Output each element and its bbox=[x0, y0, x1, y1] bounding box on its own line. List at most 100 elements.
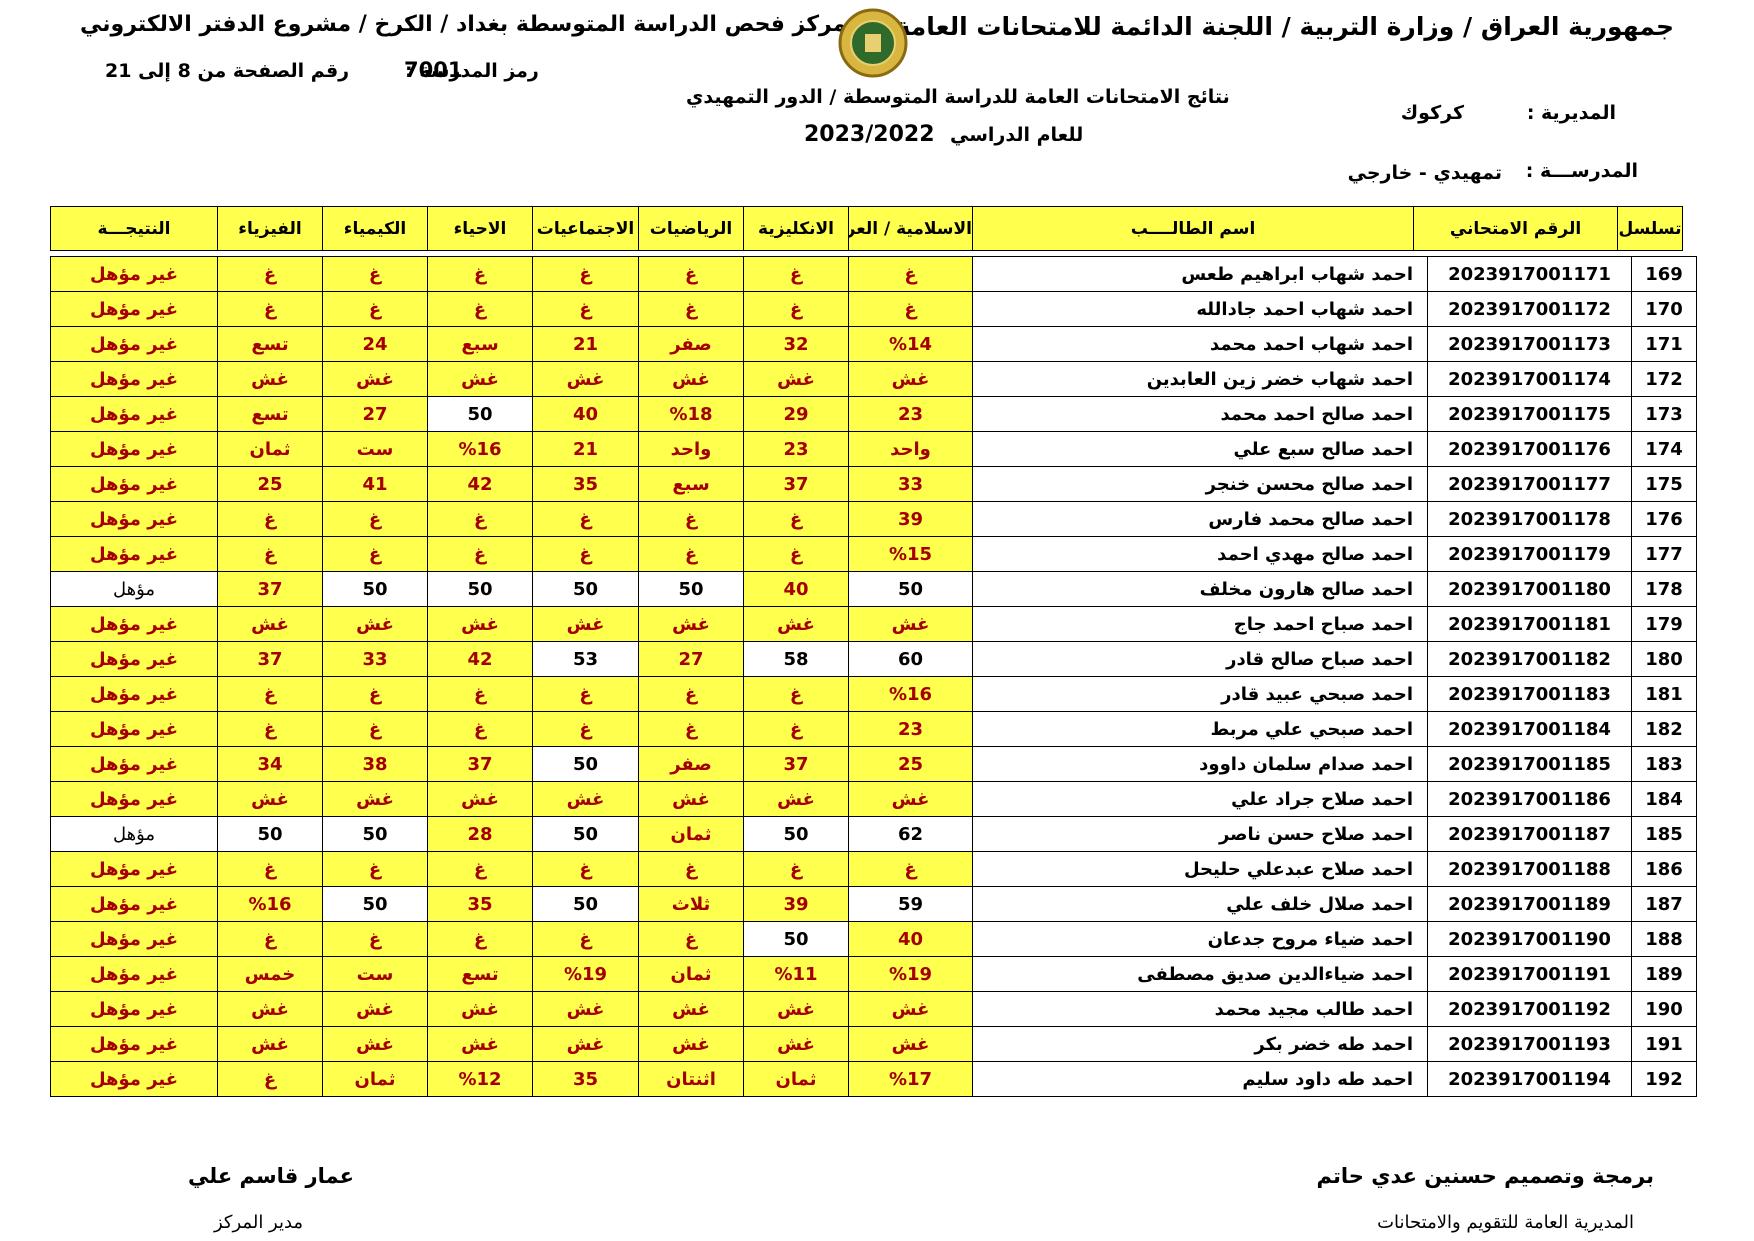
grade: 50 bbox=[638, 571, 744, 607]
year-label: للعام الدراسي bbox=[950, 124, 1084, 146]
grade: غ bbox=[743, 256, 849, 292]
student-name: احمد صباح صالح قادر bbox=[972, 641, 1428, 677]
grade: 50 bbox=[532, 571, 639, 607]
student-name: احمد صلاح عبدعلي حليحل bbox=[972, 851, 1428, 887]
column-header: تسلسل bbox=[1617, 206, 1683, 251]
result: غير مؤهل bbox=[50, 921, 218, 957]
student-name: احمد شهاب ابراهيم طعس bbox=[972, 256, 1428, 292]
grade: %16 bbox=[217, 886, 323, 922]
exam-number: 2023917001181 bbox=[1427, 606, 1632, 642]
page-to: 21 bbox=[105, 60, 132, 82]
student-row: 170 2023917001172 احمد شهاب احمد جادالله غ غ… bbox=[50, 291, 1697, 327]
exam-number: 2023917001179 bbox=[1427, 536, 1632, 572]
student-name: احمد صالح محسن خنجر bbox=[972, 466, 1428, 502]
result: غير مؤهل bbox=[50, 256, 218, 292]
grade: صفر bbox=[638, 746, 744, 782]
grade: غ bbox=[638, 711, 744, 747]
student-row: 169 2023917001171 احمد شهاب ابراهيم طعس غ غ غ… bbox=[50, 256, 1697, 292]
serial: 182 bbox=[1631, 711, 1697, 747]
student-name: احمد صبحي عبيد قادر bbox=[972, 676, 1428, 712]
grade: %15 bbox=[848, 536, 973, 572]
grade: 50 bbox=[217, 816, 323, 852]
student-row: 190 2023917001192 احمد طالب مجيد محمد غش غش غ… bbox=[50, 991, 1697, 1027]
student-row: 187 2023917001189 احمد صلال خلف علي 59 39 ثلا… bbox=[50, 886, 1697, 922]
student-name: احمد صلال خلف علي bbox=[972, 886, 1428, 922]
grade: غ bbox=[532, 291, 639, 327]
grade: غش bbox=[638, 1026, 744, 1062]
grade: 23 bbox=[848, 711, 973, 747]
serial: 191 bbox=[1631, 1026, 1697, 1062]
result: غير مؤهل bbox=[50, 536, 218, 572]
grade: غ bbox=[848, 256, 973, 292]
student-row: 181 2023917001183 احمد صبحي عبيد قادر %16 غ غ… bbox=[50, 676, 1697, 712]
grade: غش bbox=[848, 991, 973, 1027]
grade: 41 bbox=[322, 466, 428, 502]
student-row: 185 2023917001187 احمد صلاح حسن ناصر 62 50 ثم… bbox=[50, 816, 1697, 852]
grade: 33 bbox=[322, 641, 428, 677]
serial: 171 bbox=[1631, 326, 1697, 362]
student-name: احمد صدام سلمان داوود bbox=[972, 746, 1428, 782]
grade: غش bbox=[532, 361, 639, 397]
school: تمهيدي - خارجي bbox=[1347, 162, 1502, 184]
school-code-label: رمز المدرسة : bbox=[405, 60, 539, 82]
student-name: احمد شهاب احمد محمد bbox=[972, 326, 1428, 362]
grade: غ bbox=[532, 501, 639, 537]
grade: واحد bbox=[638, 431, 744, 467]
grade: غش bbox=[322, 991, 428, 1027]
student-row: 177 2023917001179 احمد صالح مهدي احمد %15 غ غ… bbox=[50, 536, 1697, 572]
grade: غ bbox=[638, 676, 744, 712]
grade: غ bbox=[427, 676, 533, 712]
grade: غ bbox=[743, 851, 849, 887]
grade: غ bbox=[217, 291, 323, 327]
student-row: 180 2023917001182 احمد صباح صالح قادر 60 58 2… bbox=[50, 641, 1697, 677]
grade: غ bbox=[848, 851, 973, 887]
grade: 34 bbox=[217, 746, 323, 782]
page-label: رقم الصفحة من bbox=[197, 60, 350, 82]
grade: %19 bbox=[532, 956, 639, 992]
grade: غش bbox=[743, 361, 849, 397]
results-title: نتائج الامتحانات العامة للدراسة المتوسطة… bbox=[686, 86, 1230, 108]
footer-directorate: المديرية العامة للتقويم والامتحانات bbox=[1377, 1212, 1634, 1233]
grade: غ bbox=[322, 536, 428, 572]
ministry: جمهورية العراق / وزارة التربية / اللجنة … bbox=[895, 12, 1674, 41]
grade: 62 bbox=[848, 816, 973, 852]
student-row: 188 2023917001190 احمد ضياء مروح جدعان 40 50… bbox=[50, 921, 1697, 957]
page-from: 8 bbox=[177, 60, 191, 82]
page-to-label: إلى bbox=[138, 60, 171, 82]
serial: 173 bbox=[1631, 396, 1697, 432]
exam-number: 2023917001180 bbox=[1427, 571, 1632, 607]
column-header: الاجتماعيات bbox=[532, 206, 639, 251]
student-name: احمد صالح مهدي احمد bbox=[972, 536, 1428, 572]
exam-number: 2023917001191 bbox=[1427, 956, 1632, 992]
grade: 25 bbox=[217, 466, 323, 502]
grade: 53 bbox=[532, 641, 639, 677]
student-name: احمد صالح سبع علي bbox=[972, 431, 1428, 467]
grade: ست bbox=[322, 956, 428, 992]
grade: غ bbox=[427, 536, 533, 572]
result: غير مؤهل bbox=[50, 641, 218, 677]
grade: غ bbox=[638, 851, 744, 887]
serial: 169 bbox=[1631, 256, 1697, 292]
result: غير مؤهل bbox=[50, 711, 218, 747]
grade: غ bbox=[217, 256, 323, 292]
exam-number: 2023917001182 bbox=[1427, 641, 1632, 677]
grade: 33 bbox=[848, 466, 973, 502]
header-table: تسلسل الرقم الامتحاني اسم الطالــــب الاسلا… bbox=[50, 206, 1683, 251]
grade: 40 bbox=[848, 921, 973, 957]
manager-title: مدير المركز bbox=[214, 1212, 304, 1233]
grade: 40 bbox=[532, 396, 639, 432]
exam-number: 2023917001193 bbox=[1427, 1026, 1632, 1062]
exam-number: 2023917001185 bbox=[1427, 746, 1632, 782]
grade: غش bbox=[743, 606, 849, 642]
grade: غش bbox=[848, 361, 973, 397]
grade: ثمان bbox=[217, 431, 323, 467]
student-row: 186 2023917001188 احمد صلاح عبدعلي حليحل غ غ… bbox=[50, 851, 1697, 887]
grade: غ bbox=[532, 536, 639, 572]
student-row: 179 2023917001181 احمد صباح احمد جاج غش غش غش… bbox=[50, 606, 1697, 642]
student-name: احمد طه خضر بكر bbox=[972, 1026, 1428, 1062]
grade: تسع bbox=[427, 956, 533, 992]
grade: 42 bbox=[427, 641, 533, 677]
student-row: 175 2023917001177 احمد صالح محسن خنجر 33 37 س… bbox=[50, 466, 1697, 502]
exam-number: 2023917001184 bbox=[1427, 711, 1632, 747]
grade: غ bbox=[322, 851, 428, 887]
